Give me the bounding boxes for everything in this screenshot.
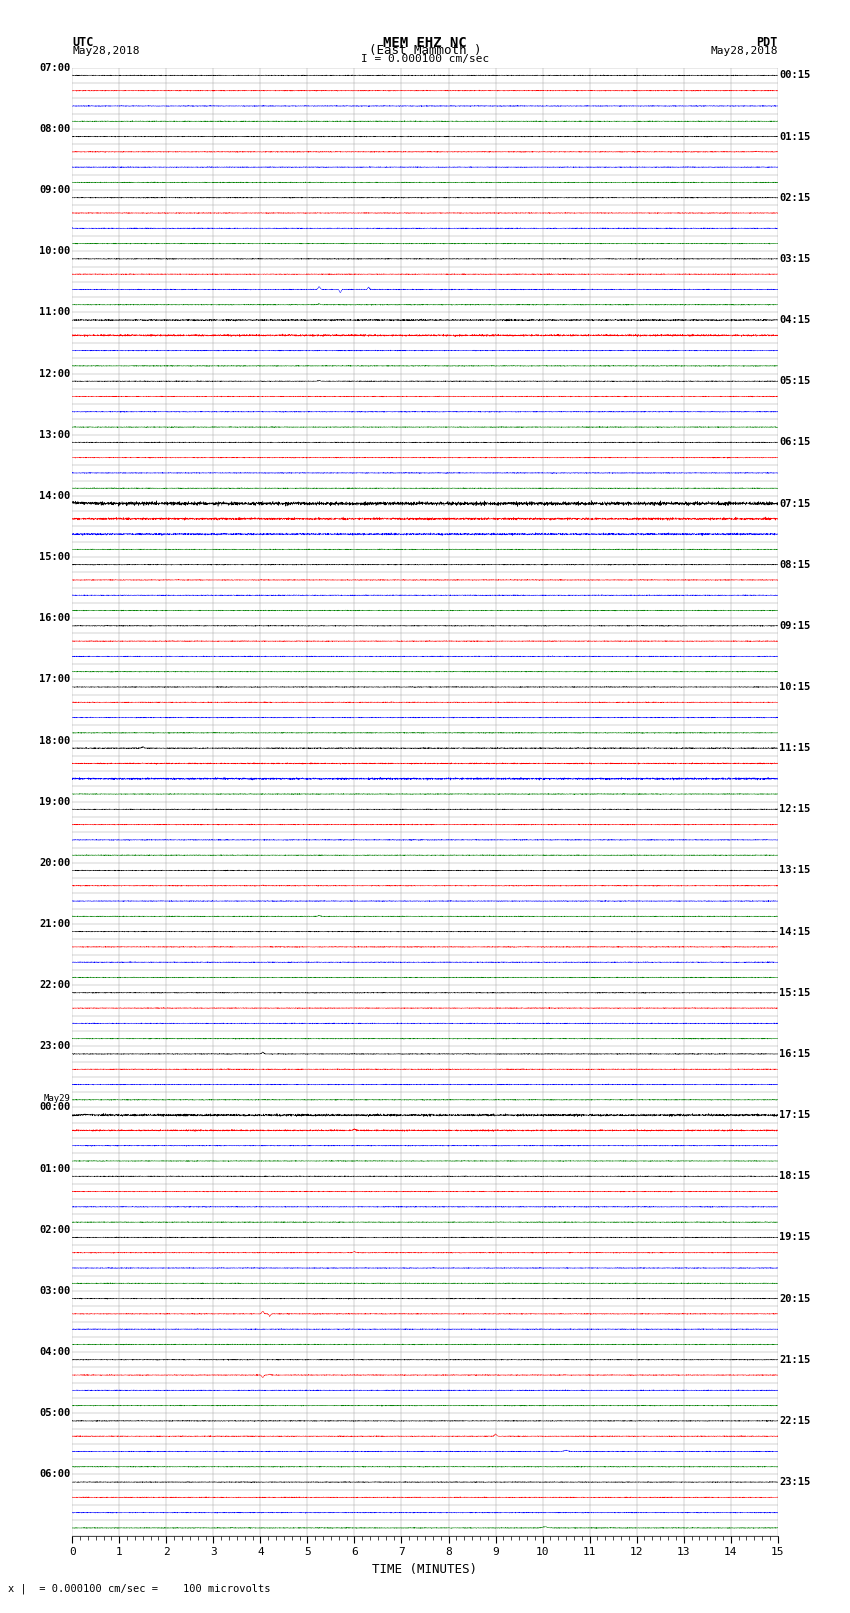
Text: 22:15: 22:15 — [779, 1416, 811, 1426]
Text: 09:15: 09:15 — [779, 621, 811, 631]
Text: 06:15: 06:15 — [779, 437, 811, 447]
Text: x |  = 0.000100 cm/sec =    100 microvolts: x | = 0.000100 cm/sec = 100 microvolts — [8, 1582, 271, 1594]
Text: 12:00: 12:00 — [39, 368, 71, 379]
Text: (East Mammoth ): (East Mammoth ) — [369, 44, 481, 58]
Text: 20:15: 20:15 — [779, 1294, 811, 1303]
X-axis label: TIME (MINUTES): TIME (MINUTES) — [372, 1563, 478, 1576]
Text: 11:15: 11:15 — [779, 744, 811, 753]
Text: 09:00: 09:00 — [39, 185, 71, 195]
Text: PDT: PDT — [756, 35, 778, 50]
Text: 15:15: 15:15 — [779, 987, 811, 998]
Text: 08:15: 08:15 — [779, 560, 811, 569]
Text: 00:00: 00:00 — [39, 1102, 71, 1113]
Text: 07:15: 07:15 — [779, 498, 811, 508]
Text: 19:15: 19:15 — [779, 1232, 811, 1242]
Text: 10:15: 10:15 — [779, 682, 811, 692]
Text: 18:00: 18:00 — [39, 736, 71, 745]
Text: 17:00: 17:00 — [39, 674, 71, 684]
Text: 06:00: 06:00 — [39, 1469, 71, 1479]
Text: May29: May29 — [43, 1094, 71, 1103]
Text: 14:00: 14:00 — [39, 490, 71, 502]
Text: UTC: UTC — [72, 35, 94, 50]
Text: 16:00: 16:00 — [39, 613, 71, 623]
Text: 00:15: 00:15 — [779, 71, 811, 81]
Text: 03:00: 03:00 — [39, 1286, 71, 1295]
Text: 01:15: 01:15 — [779, 132, 811, 142]
Text: 07:00: 07:00 — [39, 63, 71, 73]
Text: 05:00: 05:00 — [39, 1408, 71, 1418]
Text: 19:00: 19:00 — [39, 797, 71, 806]
Text: 22:00: 22:00 — [39, 981, 71, 990]
Text: 21:15: 21:15 — [779, 1355, 811, 1365]
Text: 13:15: 13:15 — [779, 866, 811, 876]
Text: 17:15: 17:15 — [779, 1110, 811, 1119]
Text: May28,2018: May28,2018 — [72, 45, 139, 56]
Text: 05:15: 05:15 — [779, 376, 811, 386]
Text: I = 0.000100 cm/sec: I = 0.000100 cm/sec — [361, 53, 489, 65]
Text: 13:00: 13:00 — [39, 429, 71, 440]
Text: 04:15: 04:15 — [779, 315, 811, 326]
Text: 02:15: 02:15 — [779, 192, 811, 203]
Text: 20:00: 20:00 — [39, 858, 71, 868]
Text: 12:15: 12:15 — [779, 805, 811, 815]
Text: 01:00: 01:00 — [39, 1163, 71, 1174]
Text: 16:15: 16:15 — [779, 1048, 811, 1060]
Text: 02:00: 02:00 — [39, 1224, 71, 1236]
Text: 08:00: 08:00 — [39, 124, 71, 134]
Text: 15:00: 15:00 — [39, 552, 71, 561]
Text: 04:00: 04:00 — [39, 1347, 71, 1357]
Text: 14:15: 14:15 — [779, 926, 811, 937]
Text: 23:15: 23:15 — [779, 1478, 811, 1487]
Text: 11:00: 11:00 — [39, 308, 71, 318]
Text: May28,2018: May28,2018 — [711, 45, 778, 56]
Text: 18:15: 18:15 — [779, 1171, 811, 1181]
Text: MEM EHZ NC: MEM EHZ NC — [383, 35, 467, 50]
Text: 03:15: 03:15 — [779, 253, 811, 265]
Text: 23:00: 23:00 — [39, 1042, 71, 1052]
Text: 10:00: 10:00 — [39, 247, 71, 256]
Text: 21:00: 21:00 — [39, 919, 71, 929]
